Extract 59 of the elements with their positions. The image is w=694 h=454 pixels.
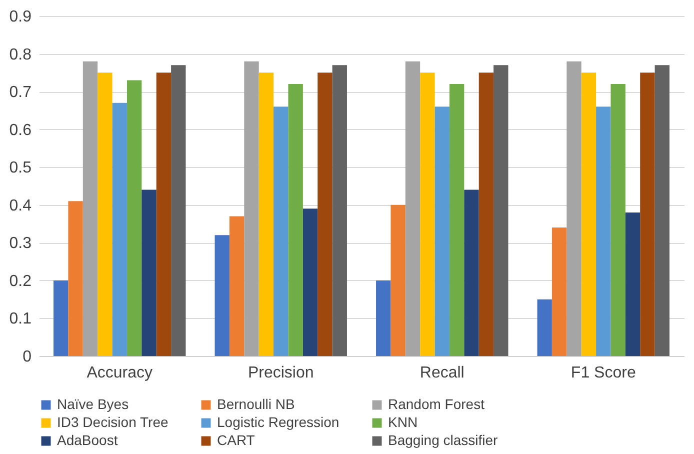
bar [478, 72, 494, 356]
legend-label: CART [217, 432, 256, 448]
y-tick-label: 0.2 [9, 272, 32, 290]
bar [318, 72, 332, 356]
legend-label: ID3 Decision Tree [57, 414, 168, 430]
bar [566, 61, 582, 356]
bar [332, 65, 347, 356]
y-tick-label: 0.3 [9, 235, 32, 252]
y-tick-label: 0.6 [9, 122, 32, 139]
bar [302, 208, 318, 356]
bar [596, 106, 611, 356]
bar [654, 65, 670, 356]
bar [537, 299, 552, 356]
bar [405, 61, 420, 356]
legend-label: KNN [388, 414, 418, 430]
bar [98, 72, 112, 356]
bar [390, 204, 406, 356]
y-tick-label: 0.5 [9, 160, 32, 177]
legend-label: Bagging classifier [388, 432, 498, 448]
bar [142, 190, 156, 356]
bar [420, 72, 435, 356]
legend-label: Naïve Byes [57, 396, 129, 412]
y-tick-label: 0.4 [9, 197, 32, 214]
bar [376, 280, 391, 356]
x-tick-label: F1 Score [570, 364, 636, 382]
bar [171, 65, 186, 356]
bar [640, 72, 655, 356]
bar [82, 61, 98, 356]
bar [434, 106, 450, 356]
bar [625, 212, 640, 356]
bar [229, 216, 244, 356]
bar [258, 72, 274, 356]
bar [464, 190, 479, 356]
y-tick-label: 0.1 [9, 310, 32, 328]
legend-label: Logistic Regression [217, 414, 340, 430]
x-tick-label: Precision [248, 364, 314, 382]
y-tick-label: 0 [22, 348, 32, 366]
bar [552, 228, 567, 356]
bar [581, 72, 596, 356]
legend-label: Bernoulli NB [217, 396, 295, 412]
bar [68, 201, 83, 356]
bar [288, 84, 303, 356]
y-tick-label: 0.7 [9, 84, 32, 102]
legend-label: AdaBoost [57, 432, 118, 448]
bar [244, 61, 259, 356]
bar [274, 106, 288, 356]
bar [610, 84, 626, 356]
bar [126, 80, 142, 356]
bar [214, 235, 230, 356]
bar [54, 280, 68, 356]
bar [156, 72, 172, 356]
x-tick-label: Recall [420, 364, 464, 382]
y-tick-label: 0.9 [9, 8, 32, 26]
bar [112, 102, 127, 356]
y-tick-label: 0.8 [9, 46, 32, 64]
bar [494, 65, 508, 356]
legend-label: Random Forest [388, 396, 485, 412]
x-tick-label: Accuracy [86, 364, 153, 382]
bar [449, 84, 464, 356]
